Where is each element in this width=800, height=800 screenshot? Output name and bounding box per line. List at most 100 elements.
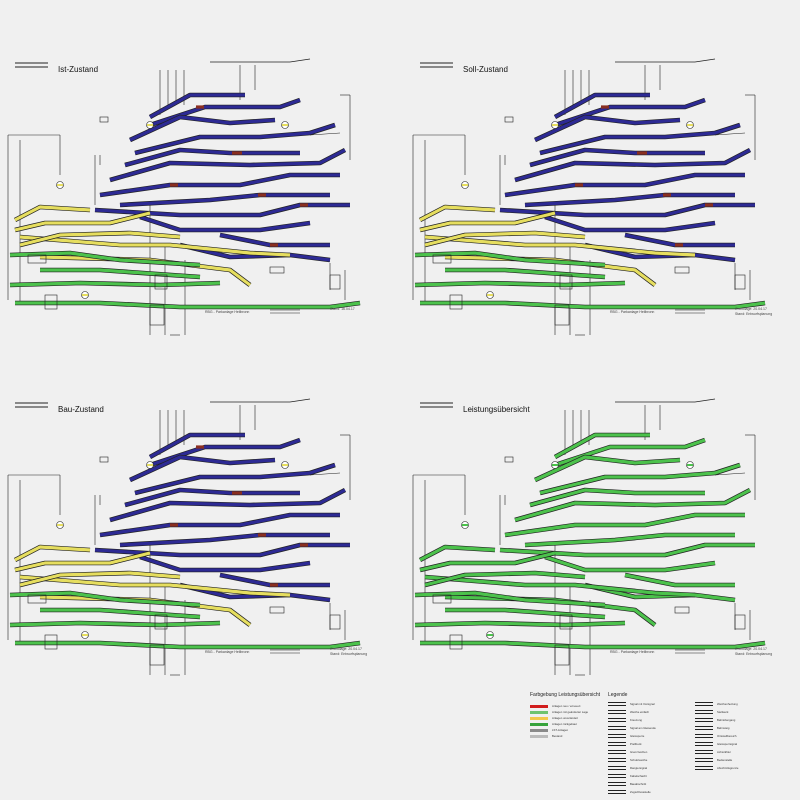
panel-title: Bau-Zustand: [58, 405, 104, 414]
legend-symbol-glyph: [695, 718, 713, 723]
legend-symbol-label: Prellbock: [630, 742, 642, 746]
track-line: [419, 205, 496, 222]
legend-color-label: Anlagen rückgebaut: [552, 722, 577, 726]
structure-box: [149, 644, 165, 666]
legend-symbol-glyph: [608, 766, 626, 771]
legend-symbol-label: Weiche einfach: [630, 710, 650, 714]
legend-symbol-glyph: [608, 782, 626, 787]
legend-symbol-label: Zugschlussstelle: [630, 790, 651, 794]
legend-symbol-label: Kreuzung: [630, 718, 642, 722]
track-line: [624, 573, 735, 587]
track-line: [524, 533, 735, 547]
legend-symbol-item: Weichenheizung: [695, 702, 738, 707]
legend-symbol-label: Bahnübergang: [717, 718, 736, 722]
legend-color-swatch: [530, 728, 548, 732]
track-outline: [539, 122, 741, 156]
legend-symbol-label: Stellwerk: [717, 710, 729, 714]
legend-symbol-label: Gleissperrsignal: [717, 742, 738, 746]
track-line: [584, 243, 736, 262]
structure-box: [154, 274, 168, 290]
legend-symbol-glyph: [695, 702, 713, 707]
panel-footer: RBG - Parkanlage Heilbronn: [205, 650, 250, 654]
track-line: [424, 575, 696, 597]
track-line: [504, 173, 745, 197]
legend-color-title: Farbgebung Leistungsübersicht: [530, 692, 601, 698]
header-rule: [694, 58, 716, 63]
signal-fill: [57, 184, 63, 186]
legend-symbol-label: Achszähler: [717, 750, 731, 754]
signal-fill: [82, 294, 88, 296]
track-line: [419, 545, 496, 562]
track-line: [414, 591, 606, 607]
legend-symbol-glyph: [695, 750, 713, 755]
track-line: [9, 251, 201, 267]
track-line: [424, 231, 586, 247]
legend-color-item: Anlagen unverändert: [530, 716, 578, 720]
legend-color-item: Anlagen rückgebaut: [530, 722, 577, 726]
track-line: [414, 621, 626, 627]
structure-box: [154, 614, 168, 630]
track-line: [499, 203, 755, 217]
track-line: [414, 251, 606, 267]
panel-stamp: Grundlage: 20.04.17 Stand: Entwurfsplanun…: [735, 647, 773, 656]
track-line: [544, 555, 716, 572]
track-line: [109, 148, 346, 182]
track-line: [15, 301, 361, 309]
legend-symbol-glyph: [695, 742, 713, 747]
track-line: [139, 215, 311, 232]
legend-symbol-label: Ortsstellbereich: [717, 734, 737, 738]
legend-symbol-label: Signal am Gleisende: [630, 726, 656, 730]
structure-box: [449, 634, 463, 650]
track-line: [94, 543, 350, 557]
legend-title: Legende: [608, 692, 628, 698]
structure-box: [269, 606, 285, 614]
legend-symbol-item: Achszähler: [695, 750, 731, 755]
track-diagram: [7, 58, 361, 336]
track-line: [529, 148, 705, 167]
structure-box: [674, 266, 690, 274]
structure-box: [554, 304, 570, 326]
legend-symbol-item: Gleissperre: [608, 734, 644, 739]
legend-symbol-item: Zugschlussstelle: [608, 790, 651, 795]
structure-box: [27, 594, 47, 604]
legend-symbol-item: Signal am Gleisende: [608, 726, 656, 731]
legend-symbol-item: Ortsstellbereich: [695, 734, 737, 739]
structure-box: [554, 644, 570, 666]
legend-symbol-item: Bahnübergang: [695, 718, 736, 723]
track-outline: [539, 462, 741, 496]
panel-footer: RBG - Parkanlage Heilbronn: [610, 310, 655, 314]
legend-color-swatch: [530, 722, 548, 726]
legend-symbol-label: Abschnittsgrenze: [717, 766, 739, 770]
track-line: [134, 123, 336, 155]
legend-symbol-item: Schutzweiche: [608, 758, 647, 763]
legend-symbol-label: Signal mit Vorsignal: [630, 702, 655, 706]
legend-symbol-glyph: [608, 726, 626, 731]
legend-symbol-item: Weiche einfach: [608, 710, 650, 715]
structure-box: [504, 116, 514, 123]
track-line: [584, 583, 736, 602]
legend-color-item: LST-Anlagen: [530, 728, 568, 732]
legend-color-label: Anlagen mit geänderter Lage: [552, 710, 589, 714]
structure-box: [734, 614, 746, 630]
track-line: [419, 551, 556, 572]
structure-box: [674, 606, 690, 614]
legend-symbol-glyph: [695, 734, 713, 739]
legend-symbol-item: Kreuzung: [608, 718, 642, 723]
structure-box: [44, 634, 58, 650]
structure-box: [734, 274, 746, 290]
schematic-line: [714, 472, 746, 476]
legend-symbol-item: Gleissperrsignal: [695, 742, 738, 747]
header-rule: [694, 398, 716, 403]
legend-symbol-label: Rangiersignal: [630, 766, 648, 770]
legend-color-label: LST-Anlagen: [552, 728, 569, 732]
signal-fill: [282, 464, 288, 466]
track-line: [19, 571, 181, 587]
track-line: [139, 555, 311, 572]
track-line: [99, 173, 340, 197]
legend-symbol-glyph: [695, 758, 713, 763]
legend-color-item: Anlagen mit geänderter Lage: [530, 710, 588, 714]
signal-fill: [147, 124, 153, 126]
track-line: [99, 513, 340, 537]
track-line: [514, 148, 751, 182]
track-line: [445, 268, 606, 279]
